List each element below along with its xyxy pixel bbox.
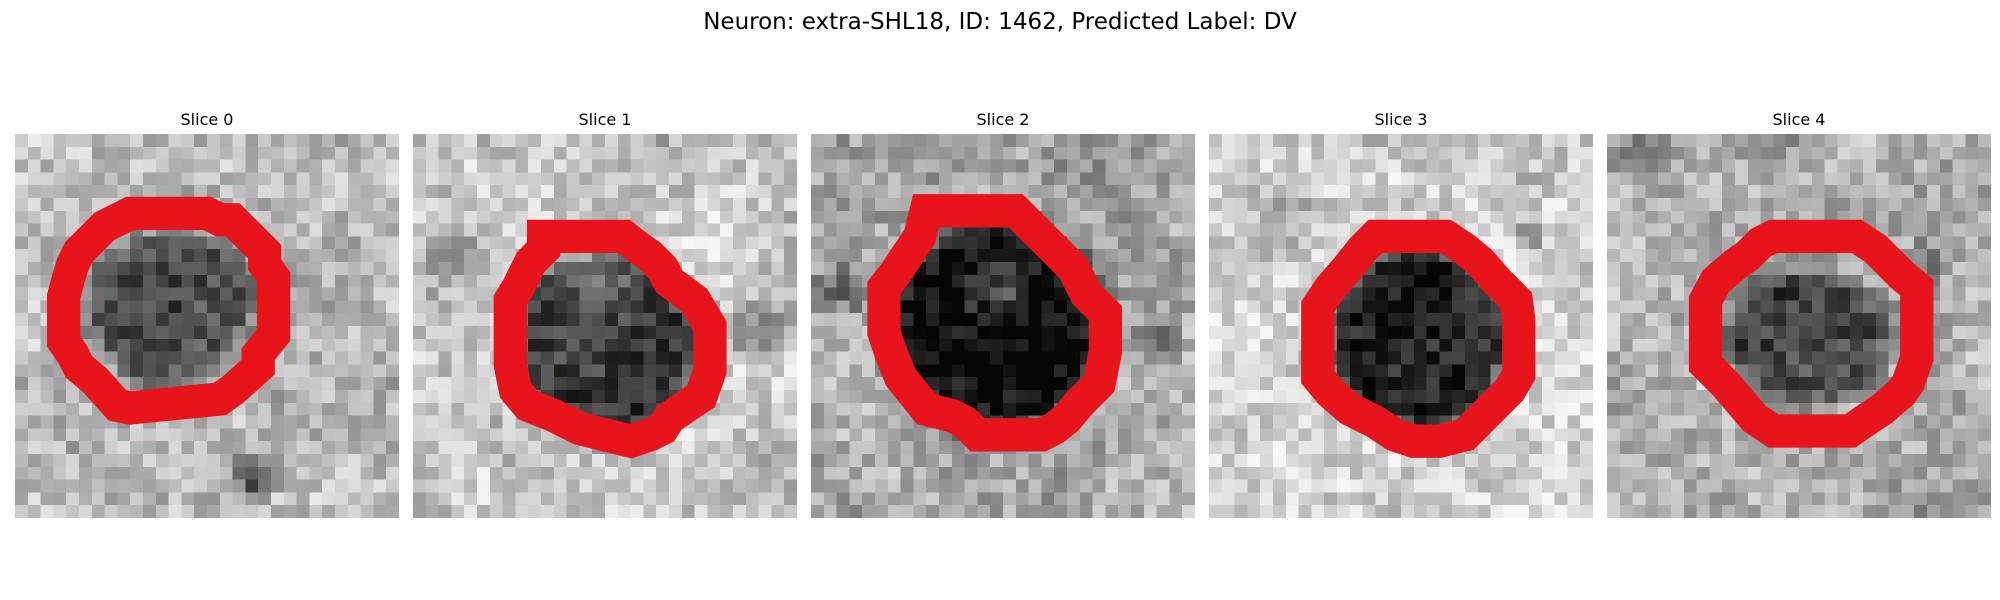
contour-outline <box>1688 219 1934 448</box>
contour-outline <box>867 194 1123 452</box>
contour-outline <box>493 219 727 459</box>
slice-image <box>811 134 1195 518</box>
slice-image <box>15 134 399 518</box>
slice-image <box>1607 134 1991 518</box>
slice-pixels <box>1209 134 1593 518</box>
slice-title: Slice 4 <box>1772 110 1826 129</box>
figure-title: Neuron: extra-SHL18, ID: 1462, Predicted… <box>703 9 1297 35</box>
slice-pixels <box>1607 134 1991 518</box>
slice-image <box>1209 134 1593 518</box>
slice-title: Slice 1 <box>578 110 632 129</box>
slice-title: Slice 3 <box>1374 110 1428 129</box>
slice-image <box>413 134 797 518</box>
slice-pixels <box>413 134 797 518</box>
contour-outline <box>46 196 291 425</box>
slice-title: Slice 0 <box>180 110 234 129</box>
contour-outline <box>1301 219 1536 458</box>
slice-title: Slice 2 <box>976 110 1030 129</box>
